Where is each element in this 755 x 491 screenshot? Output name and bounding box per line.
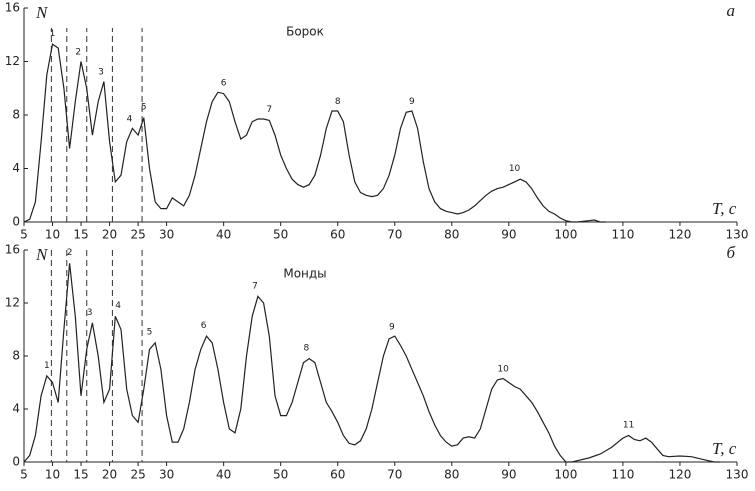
y-tick-label: 16 xyxy=(5,243,20,257)
y-tick-label: 4 xyxy=(12,402,20,416)
x-tick-label: 30 xyxy=(159,228,174,242)
y-tick-label: 12 xyxy=(5,54,20,68)
x-tick-label: 5 xyxy=(20,468,28,482)
y-tick-label: 0 xyxy=(12,455,20,469)
peak-label: 3 xyxy=(98,68,104,78)
x-tick-label: 25 xyxy=(130,228,145,242)
x-tick-label: 50 xyxy=(273,228,288,242)
x-tick-label: 20 xyxy=(102,228,117,242)
x-tick-label: 130 xyxy=(726,468,749,482)
peak-label: 7 xyxy=(266,105,272,115)
peak-label: 3 xyxy=(87,308,93,318)
x-tick-label: 120 xyxy=(669,468,692,482)
chart-title: Борок xyxy=(286,25,324,39)
x-tick-label: 130 xyxy=(726,228,749,242)
peak-label: 4 xyxy=(127,115,133,125)
x-tick-label: 5 xyxy=(20,228,28,242)
peak-label: 7 xyxy=(252,281,258,291)
peak-label: 5 xyxy=(147,328,153,338)
x-tick-label: 80 xyxy=(444,228,459,242)
peak-label: 9 xyxy=(409,97,415,107)
y-tick-label: 8 xyxy=(12,349,20,363)
x-axis-label: T, с xyxy=(712,199,737,218)
y-tick-label: 4 xyxy=(12,161,20,175)
x-tick-label: 70 xyxy=(387,468,402,482)
y-tick-label: 12 xyxy=(5,296,20,310)
x-tick-label: 10 xyxy=(45,228,60,242)
y-axis-label: N xyxy=(35,245,49,264)
peak-label: 2 xyxy=(75,48,81,58)
x-tick-label: 100 xyxy=(554,228,577,242)
x-tick-label: 110 xyxy=(611,468,634,482)
x-tick-label: 100 xyxy=(554,468,577,482)
data-line xyxy=(23,43,606,223)
x-tick-label: 30 xyxy=(159,468,174,482)
peak-label: 4 xyxy=(115,301,121,311)
x-tick-label: 20 xyxy=(102,468,117,482)
panel-label: б xyxy=(726,243,735,262)
x-tick-label: 40 xyxy=(216,228,231,242)
peak-label: 8 xyxy=(335,97,341,107)
peak-label: 1 xyxy=(50,29,56,39)
peak-label: 2 xyxy=(67,248,73,258)
x-tick-label: 40 xyxy=(216,468,231,482)
x-tick-label: 70 xyxy=(387,228,402,242)
x-tick-label: 80 xyxy=(444,468,459,482)
peak-label: 10 xyxy=(509,164,521,174)
x-tick-label: 90 xyxy=(501,468,516,482)
peak-label: 1 xyxy=(44,361,50,371)
x-tick-label: 120 xyxy=(669,228,692,242)
x-tick-label: 110 xyxy=(611,228,634,242)
chart-title: Монды xyxy=(283,267,326,281)
x-tick-label: 50 xyxy=(273,468,288,482)
peak-label: 11 xyxy=(623,420,634,430)
x-tick-label: 25 xyxy=(130,468,145,482)
y-tick-label: 16 xyxy=(5,1,20,15)
peak-label: 6 xyxy=(221,78,227,88)
x-tick-label: 15 xyxy=(73,228,88,242)
data-line xyxy=(23,263,720,463)
x-tick-label: 15 xyxy=(73,468,88,482)
panel-label: а xyxy=(727,1,736,20)
peak-label: 9 xyxy=(389,322,395,332)
x-tick-label: 60 xyxy=(330,228,345,242)
y-tick-label: 8 xyxy=(12,108,20,122)
y-axis-label: N xyxy=(35,3,49,22)
x-tick-label: 60 xyxy=(330,468,345,482)
peak-label: 5 xyxy=(141,102,147,112)
peak-label: 8 xyxy=(303,344,309,354)
x-axis-label: T, с xyxy=(712,439,737,458)
y-tick-label: 0 xyxy=(12,215,20,229)
x-tick-label: 10 xyxy=(45,468,60,482)
peak-label: 6 xyxy=(201,321,207,331)
x-tick-label: 90 xyxy=(501,228,516,242)
peak-label: 10 xyxy=(497,365,509,375)
